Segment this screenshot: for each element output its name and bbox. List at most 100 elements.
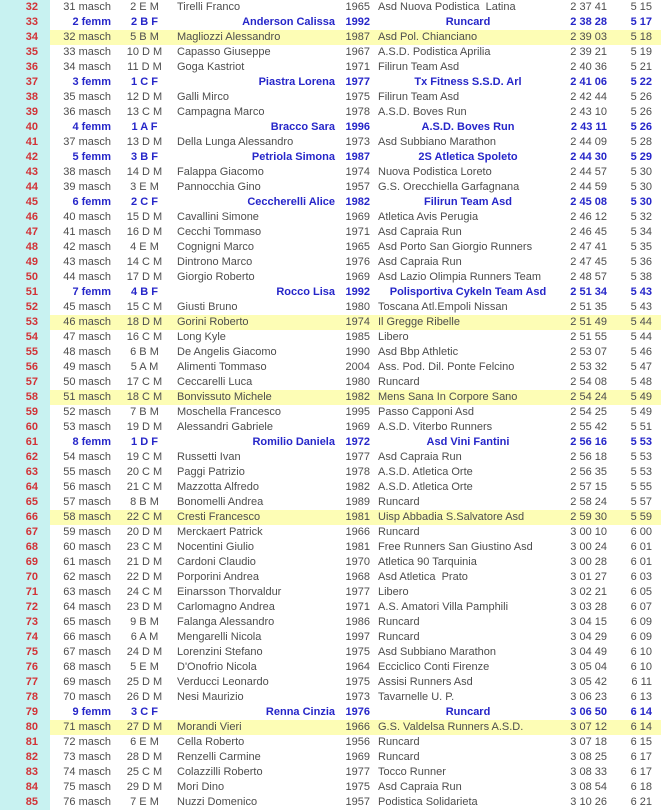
result-row: 85 76 masch 7 E M Nuzzi Domenico 1957 Podisti… [0, 795, 661, 810]
runner-name: Colazzilli Roberto [177, 766, 263, 778]
gender-position: 7 femm [72, 286, 111, 298]
category-code: 6 A M [130, 631, 159, 643]
birth-year: 1995 [345, 406, 370, 418]
category-code: 25 C M [126, 766, 163, 778]
gender-position: 9 femm [72, 706, 111, 718]
overall-position: 74 [0, 630, 50, 645]
gender-position: 63 masch [63, 586, 111, 598]
overall-position: 66 [0, 510, 50, 525]
gender-position: 45 masch [63, 301, 111, 313]
gender-position: 58 masch [63, 511, 111, 523]
gender-position: 62 masch [63, 571, 111, 583]
result-row: 53 46 masch 18 D M Gorini Roberto 1974 Il Gre… [0, 315, 661, 330]
category-code: 13 D M [126, 136, 163, 148]
runner-name: Russetti Ivan [177, 451, 241, 463]
pace-per-km: 5 59 [630, 511, 652, 523]
result-row: 55 48 masch 6 B M De Angelis Giacomo 1990 Asd… [0, 345, 661, 360]
result-row: 35 33 masch 10 D M Capasso Giuseppe 1967 A.S.… [0, 45, 661, 60]
gender-position: 3 femm [72, 76, 111, 88]
gender-position: 51 masch [63, 391, 111, 403]
result-row: 73 65 masch 9 B M Falanga Alessandro 1986 Run… [0, 615, 661, 630]
runner-name: Falappa Giacomo [177, 166, 264, 178]
team-name: Asd Subbiano Marathon [378, 136, 497, 148]
runner-name: Pannocchia Gino [177, 181, 261, 193]
pace-per-km: 5 21 [630, 61, 652, 73]
category-code: 18 D M [126, 316, 163, 328]
gender-position: 47 masch [63, 331, 111, 343]
gender-position: 4 femm [72, 121, 111, 133]
gender-position: 32 masch [63, 31, 111, 43]
category-code: 9 B M [130, 616, 159, 628]
finish-time: 3 04 15 [570, 616, 607, 628]
gender-position: 72 masch [63, 736, 111, 748]
gender-position: 59 masch [63, 526, 111, 538]
team-name: Runcard [378, 496, 420, 508]
gender-position: 49 masch [63, 361, 111, 373]
runner-name: D'Onofrio Nicola [177, 661, 257, 673]
team-name: Runcard [378, 631, 420, 643]
category-code: 13 C M [126, 106, 163, 118]
team-name: Filirun Team Asd [378, 61, 460, 73]
result-row: 38 35 masch 12 D M Galli Mirco 1975 Filirun T… [0, 90, 661, 105]
overall-position: 33 [0, 15, 50, 30]
birth-year: 1969 [345, 751, 370, 763]
gender-position: 64 masch [63, 601, 111, 613]
team-name: Asd Capraia Run [378, 451, 462, 463]
result-row: 32 31 masch 2 E M Tirelli Franco 1965 Asd Nuo… [0, 0, 661, 15]
result-row: 63 55 masch 20 C M Paggi Patrizio 1978 A.S.D.… [0, 465, 661, 480]
category-code: 1 C F [131, 76, 158, 88]
gender-position: 40 masch [63, 211, 111, 223]
result-row: 80 71 masch 27 D M Morandi Vieri 1966 G.S. Va… [0, 720, 661, 735]
team-name: Il Gregge Ribelle [378, 316, 460, 328]
birth-year: 1976 [345, 706, 370, 718]
birth-year: 1989 [345, 496, 370, 508]
birth-year: 1996 [345, 121, 370, 133]
runner-name: Goga Kastriot [177, 61, 245, 73]
category-code: 1 D F [131, 436, 158, 448]
finish-time: 3 05 04 [570, 661, 607, 673]
runner-name: Cardoni Claudio [177, 556, 256, 568]
runner-name: Renna Cinzia [265, 706, 335, 718]
category-code: 14 C M [126, 256, 163, 268]
birth-year: 1976 [345, 256, 370, 268]
gender-position: 57 masch [63, 496, 111, 508]
pace-per-km: 6 09 [630, 616, 652, 628]
category-code: 3 B F [131, 151, 158, 163]
category-code: 3 E M [130, 181, 159, 193]
birth-year: 1968 [345, 571, 370, 583]
runner-name: Petriola Simona [251, 151, 335, 163]
birth-year: 1974 [345, 166, 370, 178]
team-name: Asd Atletica Prato [378, 571, 468, 583]
pace-per-km: 6 01 [630, 541, 652, 553]
finish-time: 2 48 57 [570, 271, 607, 283]
finish-time: 2 43 10 [570, 106, 607, 118]
result-row: 62 54 masch 19 C M Russetti Ivan 1977 Asd Cap… [0, 450, 661, 465]
finish-time: 3 02 21 [570, 586, 607, 598]
runner-name: Nuzzi Domenico [177, 796, 258, 808]
runner-name: Bonvissuto Michele [177, 391, 272, 403]
team-name: Asd Bbp Athletic [378, 346, 459, 358]
finish-time: 2 51 55 [570, 331, 607, 343]
gender-position: 60 masch [63, 541, 111, 553]
overall-position: 49 [0, 255, 50, 270]
gender-position: 65 masch [63, 616, 111, 628]
runner-name: De Angelis Giacomo [177, 346, 277, 358]
pace-per-km: 6 07 [630, 601, 652, 613]
runner-name: Nocentini Giulio [177, 541, 255, 553]
finish-time: 2 44 30 [570, 151, 607, 163]
category-code: 19 C M [126, 451, 163, 463]
runner-name: Cavallini Simone [177, 211, 259, 223]
pace-per-km: 5 26 [630, 106, 652, 118]
gender-position: 55 masch [63, 466, 111, 478]
category-code: 24 D M [126, 646, 163, 658]
finish-time: 2 46 45 [570, 226, 607, 238]
gender-position: 68 masch [63, 661, 111, 673]
result-row: 78 70 masch 26 D M Nesi Maurizio 1973 Tavarne… [0, 690, 661, 705]
finish-time: 2 47 41 [570, 241, 607, 253]
gender-position: 50 masch [63, 376, 111, 388]
category-code: 28 D M [126, 751, 163, 763]
birth-year: 1957 [345, 181, 370, 193]
pace-per-km: 5 30 [630, 181, 652, 193]
pace-per-km: 6 03 [630, 571, 652, 583]
runner-name: Cella Roberto [177, 736, 245, 748]
